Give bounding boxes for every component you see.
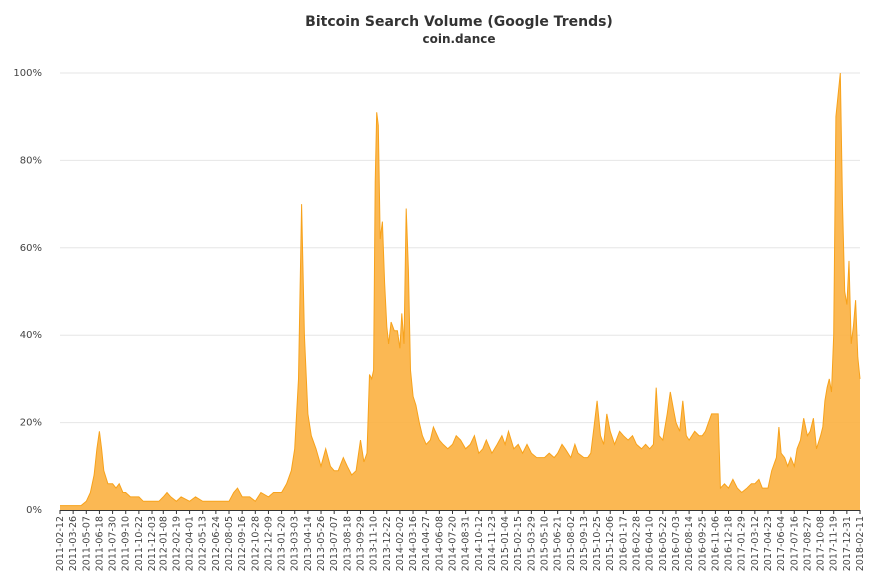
series-line [60, 72, 861, 507]
x-tick-label: 2015-10-25 [592, 516, 603, 571]
x-tick-label: 2016-09-25 [697, 516, 708, 571]
x-tick-label: 2015-09-13 [579, 516, 590, 571]
x-tick-label: 2013-11-10 [369, 516, 380, 571]
x-tick-label: 2014-06-08 [434, 516, 445, 571]
x-tick-label: 2017-06-04 [776, 516, 787, 571]
x-tick-label: 2012-04-01 [185, 516, 196, 571]
y-tick-label: 20% [20, 418, 42, 429]
x-tick-label: 2016-12-18 [724, 516, 735, 571]
x-tick-label: 2017-10-08 [816, 516, 827, 571]
x-tick-label: 2013-04-14 [303, 516, 314, 571]
x-tick-label: 2012-06-24 [211, 516, 222, 571]
x-tick-label: 2015-06-21 [553, 516, 564, 571]
x-tick-label: 2011-06-18 [94, 516, 105, 571]
x-tick-label: 2013-08-18 [342, 516, 353, 571]
x-tick-label: 2011-09-10 [121, 516, 132, 571]
x-tick-label: 2011-05-07 [81, 516, 92, 571]
x-tick-label: 2015-12-06 [605, 516, 616, 571]
x-tick-label: 2014-08-31 [461, 516, 472, 571]
x-tick-label: 2011-12-03 [147, 516, 158, 571]
x-tick-label: 2016-05-22 [658, 516, 669, 571]
x-tick-label: 2014-10-12 [474, 516, 485, 571]
y-tick-label: 40% [20, 330, 42, 341]
x-tick-label: 2018-02-11 [855, 516, 866, 571]
chart-subtitle: coin.dance [422, 32, 495, 46]
x-tick-label: 2014-02-02 [395, 516, 406, 571]
x-tick-label: 2017-12-31 [842, 516, 853, 571]
y-tick-label: 0% [26, 505, 42, 516]
x-tick-label: 2014-03-16 [408, 516, 419, 571]
y-axis-ticks: 0% 20% 40% 60% 80% 100% [13, 68, 42, 516]
x-tick-label: 2012-09-16 [237, 516, 248, 571]
x-tick-label: 2013-03-03 [290, 516, 301, 571]
x-tick-label: 2013-09-29 [356, 516, 367, 571]
x-tick-label: 2015-03-29 [526, 516, 537, 571]
y-tick-label: 60% [20, 243, 42, 254]
x-tick-label: 2014-11-23 [487, 516, 498, 571]
x-tick-label: 2012-02-19 [171, 516, 182, 571]
x-tick-label: 2016-04-10 [645, 516, 656, 571]
x-tick-label: 2015-01-04 [500, 516, 511, 571]
x-tick-label: 2012-10-28 [250, 516, 261, 571]
x-tick-label: 2015-05-10 [540, 516, 551, 571]
x-tick-label: 2016-11-06 [710, 516, 721, 571]
x-tick-label: 2014-07-20 [448, 516, 459, 571]
x-axis-ticks: 2011-02-12 2011-03-26 2011-05-07 2011-06-18… [55, 510, 866, 571]
series-area-fill [60, 73, 860, 510]
x-tick-label: 2017-03-12 [750, 516, 761, 571]
x-tick-label: 2016-01-17 [618, 516, 629, 571]
x-tick-label: 2012-12-09 [264, 516, 275, 571]
x-tick-label: 2011-07-30 [108, 516, 119, 571]
x-tick-label: 2013-07-07 [329, 516, 340, 571]
x-tick-label: 2013-12-22 [382, 516, 393, 571]
x-tick-label: 2012-08-05 [224, 516, 235, 571]
x-tick-label: 2017-01-29 [737, 516, 748, 571]
y-tick-label: 80% [20, 155, 42, 166]
x-tick-label: 2012-01-08 [158, 516, 169, 571]
x-tick-label: 2011-03-26 [68, 516, 79, 571]
x-tick-label: 2017-07-16 [789, 516, 800, 571]
x-tick-label: 2017-04-23 [763, 516, 774, 571]
chart-title: Bitcoin Search Volume (Google Trends) [305, 14, 613, 30]
gridlines [60, 72, 860, 424]
x-tick-label: 2015-08-02 [566, 516, 577, 571]
x-tick-label: 2014-04-27 [421, 516, 432, 571]
x-tick-label: 2012-05-13 [198, 516, 209, 571]
x-tick-label: 2013-01-20 [277, 516, 288, 571]
x-tick-label: 2016-02-28 [632, 516, 643, 571]
x-tick-label: 2013-05-26 [316, 516, 327, 571]
x-tick-label: 2016-08-14 [684, 516, 695, 571]
y-tick-label: 100% [13, 68, 42, 79]
x-tick-label: 2011-10-22 [134, 516, 145, 571]
x-tick-label: 2015-02-15 [513, 516, 524, 571]
x-tick-label: 2017-08-27 [802, 516, 813, 571]
series-area [60, 72, 861, 510]
x-tick-label: 2011-02-12 [55, 516, 66, 571]
x-tick-label: 2016-07-03 [671, 516, 682, 571]
x-tick-label: 2017-11-19 [829, 516, 840, 571]
